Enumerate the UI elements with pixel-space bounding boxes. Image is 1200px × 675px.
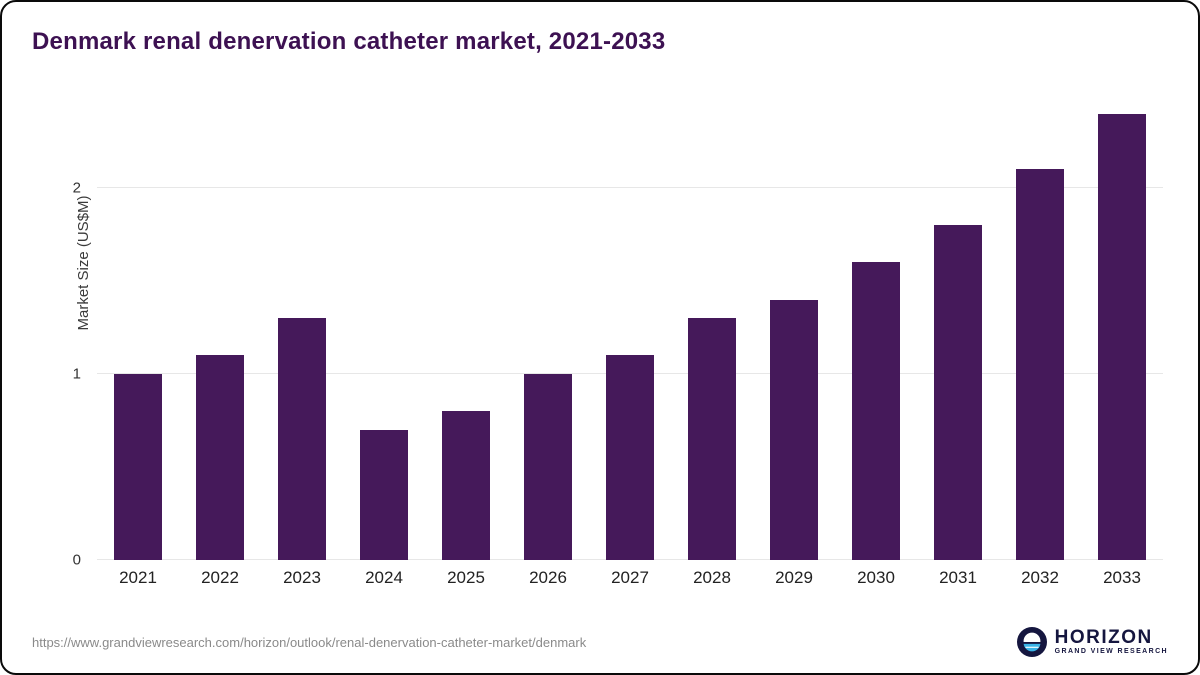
bar <box>1016 169 1064 560</box>
bar <box>196 355 244 560</box>
bar-column <box>261 95 343 560</box>
x-tick-label: 2031 <box>939 568 977 587</box>
bar-column <box>835 95 917 560</box>
x-tick-label: 2028 <box>693 568 731 587</box>
bar <box>278 318 326 560</box>
bar-column <box>671 95 753 560</box>
footer: https://www.grandviewresearch.com/horizo… <box>32 627 1168 657</box>
logo-subtitle: GRAND VIEW RESEARCH <box>1054 648 1168 656</box>
x-tick-label: 2032 <box>1021 568 1059 587</box>
plot-area: 0 1 2 <box>73 95 1163 569</box>
bar <box>524 374 572 560</box>
x-tick-label: 2023 <box>283 568 321 587</box>
bar-column <box>343 95 425 560</box>
bar-column <box>589 95 671 560</box>
bar <box>606 355 654 560</box>
bar-column <box>97 95 179 560</box>
bar-series <box>97 95 1163 560</box>
logo-title: HORIZON <box>1054 627 1153 649</box>
horizon-logo-icon <box>1016 627 1047 657</box>
gridline <box>97 187 1163 188</box>
bar-column <box>1081 95 1163 560</box>
x-axis-labels: 2021 2022 2023 2024 2025 2026 2027 2028 2029 2030… <box>97 568 1163 588</box>
y-tick-label: 1 <box>72 365 81 383</box>
x-tick-label: 2027 <box>611 568 649 587</box>
bar <box>852 262 900 560</box>
x-tick-label: 2025 <box>447 568 485 587</box>
bar <box>442 411 490 560</box>
y-tick-label: 0 <box>72 551 81 569</box>
x-tick-label: 2021 <box>119 568 157 587</box>
bar-column <box>425 95 507 560</box>
y-axis-label: Market Size (US$M) <box>75 195 93 331</box>
source-url: https://www.grandviewresearch.com/horizo… <box>32 634 587 650</box>
x-tick-label: 2024 <box>365 568 403 587</box>
horizon-logo-text: HORIZON GRAND VIEW RESEARCH <box>1055 628 1168 655</box>
x-tick-label: 2022 <box>201 568 239 587</box>
bar <box>934 225 982 560</box>
y-tick-label: 2 <box>72 179 81 197</box>
horizon-logo: HORIZON GRAND VIEW RESEARCH <box>1016 627 1168 657</box>
bar-column <box>917 95 999 560</box>
bar-column <box>179 95 261 560</box>
bar <box>1098 113 1146 560</box>
x-tick-label: 2033 <box>1103 568 1141 587</box>
bar-column <box>999 95 1081 560</box>
x-tick-label: 2026 <box>529 568 567 587</box>
x-tick-label: 2030 <box>857 568 895 587</box>
chart-title: Denmark renal denervation catheter marke… <box>32 28 666 55</box>
bar <box>114 374 162 560</box>
bar <box>688 318 736 560</box>
bar <box>770 299 818 560</box>
bar <box>360 429 408 560</box>
x-tick-label: 2029 <box>775 568 813 587</box>
bar-column <box>753 95 835 560</box>
bar-column <box>507 95 589 560</box>
